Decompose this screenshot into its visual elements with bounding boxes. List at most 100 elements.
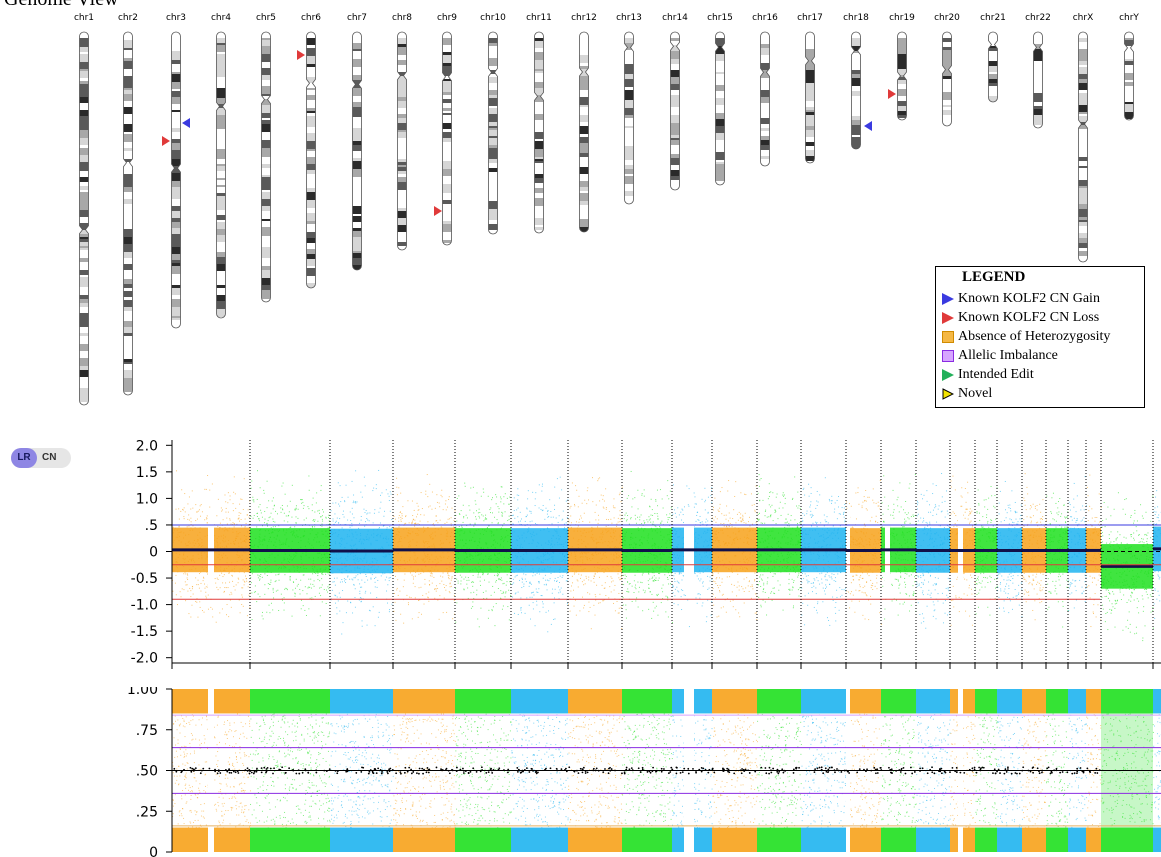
chromosome-chr18[interactable]: chr18 <box>843 13 869 150</box>
baf-point <box>602 771 605 774</box>
baf-point <box>298 772 301 775</box>
chromosome-chr1[interactable]: chr1 <box>74 13 94 406</box>
chromosome-chr22[interactable]: chr22 <box>1025 13 1051 129</box>
chromosome-label: chrY <box>1119 13 1139 23</box>
cn-loss-marker[interactable] <box>434 206 442 216</box>
chromosome-chr14[interactable]: chr14 <box>662 13 688 191</box>
baf-point <box>702 767 705 770</box>
chromosome-chr17[interactable]: chr17 <box>797 13 823 164</box>
baf-point <box>607 772 610 775</box>
lr-chromosome-band-9 <box>672 484 713 628</box>
baf-point <box>226 770 229 773</box>
baf-chromosome-band-2 <box>249 689 331 852</box>
chromosome-chr2[interactable]: chr2 <box>118 13 138 396</box>
cn-gain-marker[interactable] <box>182 118 190 128</box>
baf-point <box>472 767 475 770</box>
baf-point <box>475 770 478 773</box>
cn-toggle-option[interactable]: CN <box>42 452 57 463</box>
baf-point <box>260 771 263 774</box>
baf-point <box>595 767 598 770</box>
baf-point <box>683 767 686 770</box>
baf-point <box>228 771 231 774</box>
lr-cn-toggle[interactable]: LR CN <box>11 448 71 468</box>
baf-point <box>498 767 501 770</box>
chromosome-chr8[interactable]: chr8 <box>392 13 412 251</box>
chromosome-chr7[interactable]: chr7 <box>347 13 367 271</box>
square-icon <box>942 350 954 362</box>
baf-point <box>992 772 994 775</box>
baf-point <box>876 772 879 774</box>
chromosome-chr4[interactable]: chr4 <box>211 13 231 319</box>
chromosome-chr3[interactable]: chr3 <box>166 13 186 329</box>
baf-plot: 1.00 .75 .50 .25 0 <box>127 687 1161 857</box>
baf-point <box>1073 772 1076 775</box>
baf-point <box>1095 767 1098 770</box>
baf-point <box>565 767 567 770</box>
chromosome-chr5[interactable]: chr5 <box>256 13 276 303</box>
baf-point <box>485 771 488 774</box>
baf-point <box>625 766 628 769</box>
baf-point <box>584 772 587 774</box>
baf-point <box>406 770 409 773</box>
lr-chromosome-band-4 <box>393 474 456 624</box>
chromosome-chr13[interactable]: chr13 <box>616 13 642 206</box>
baf-point <box>265 770 268 773</box>
baf-point <box>462 772 465 774</box>
cn-loss-marker[interactable] <box>162 136 170 146</box>
lr-chromosome-band-20 <box>1046 492 1069 628</box>
baf-point <box>581 768 584 771</box>
baf-point <box>199 772 202 775</box>
y-tick-label: 1.0 <box>136 491 158 507</box>
baf-point <box>744 768 747 771</box>
baf-point <box>1029 770 1032 773</box>
chromosome-chr6[interactable]: chr6 <box>301 13 321 290</box>
baf-point <box>462 767 464 770</box>
chromosome-label: chr11 <box>526 13 552 23</box>
chromosome-chr21[interactable]: chr21 <box>980 13 1006 104</box>
baf-point <box>175 770 178 773</box>
baf-point <box>190 770 193 773</box>
baf-chromosome-band-10 <box>711 689 758 852</box>
chromosome-chr15[interactable]: chr15 <box>707 13 733 186</box>
baf-point <box>1005 771 1008 773</box>
baf-point <box>230 771 233 774</box>
baf-point <box>418 767 421 770</box>
lr-chromosome-band-2 <box>250 470 331 621</box>
baf-point <box>528 771 531 773</box>
baf-point <box>395 772 398 775</box>
baf-point <box>1016 772 1018 775</box>
baf-point <box>822 772 825 775</box>
chromosome-chr10[interactable]: chr10 <box>480 13 506 235</box>
chromosome-chr11[interactable]: chr11 <box>526 13 552 234</box>
chromosome-label: chr3 <box>166 13 186 23</box>
baf-point <box>1061 771 1064 773</box>
lr-toggle-option[interactable]: LR <box>11 448 37 468</box>
cn-loss-marker[interactable] <box>297 50 305 60</box>
chromosome-label: chr5 <box>256 13 276 23</box>
baf-point <box>467 772 470 775</box>
baf-point <box>315 771 318 774</box>
chromosome-chr16[interactable]: chr16 <box>752 13 778 167</box>
baf-point <box>670 766 673 769</box>
baf-chromosome-band-18 <box>996 689 1023 852</box>
baf-point <box>1047 766 1050 769</box>
baf-point <box>404 766 407 769</box>
cn-gain-marker[interactable] <box>864 121 872 131</box>
chromosome-chrX[interactable]: chrX <box>1073 13 1094 263</box>
baf-point <box>360 770 363 773</box>
chromosome-chrY[interactable]: chrY <box>1119 13 1139 121</box>
lr-chromosome-band-12 <box>801 477 847 626</box>
cn-loss-marker[interactable] <box>888 89 896 99</box>
chromosome-chr20[interactable]: chr20 <box>934 13 960 127</box>
baf-point <box>733 772 736 775</box>
baf-point <box>660 770 663 773</box>
chromosome-chr9[interactable]: chr9 <box>437 13 457 246</box>
baf-point <box>741 768 743 770</box>
chromosome-chr12[interactable]: chr12 <box>571 13 597 235</box>
baf-point <box>764 767 767 769</box>
baf-point <box>713 771 716 774</box>
baf-point <box>1038 772 1041 775</box>
chromosome-chr19[interactable]: chr19 <box>889 13 915 121</box>
baf-point <box>202 767 205 770</box>
baf-point <box>630 767 633 770</box>
